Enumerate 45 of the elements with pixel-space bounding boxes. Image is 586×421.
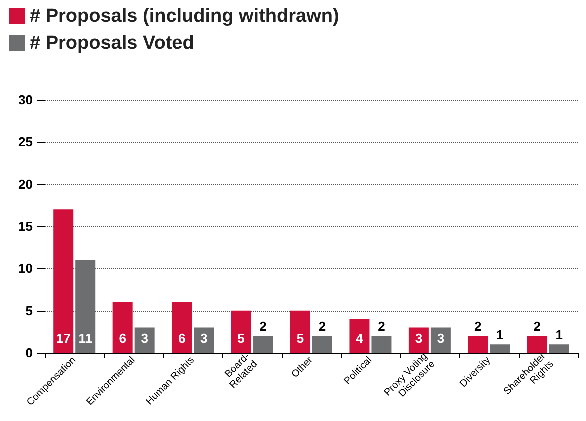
bar: [549, 344, 570, 353]
data-label: 5: [238, 331, 245, 346]
bar: [172, 302, 192, 353]
data-label: 2: [534, 319, 542, 334]
data-label: 1: [496, 328, 504, 343]
y-tick-label: 25: [18, 134, 33, 150]
bar: [490, 344, 510, 353]
y-tick-label: 30: [18, 92, 33, 108]
data-label: 17: [56, 331, 71, 346]
bar: [430, 328, 451, 353]
data-label: 2: [260, 319, 267, 334]
data-label: 6: [119, 331, 126, 346]
y-tick-label: 5: [26, 303, 33, 318]
y-tick-label: 10: [18, 261, 33, 276]
legend-label: # Proposals (including withdrawn): [30, 6, 340, 27]
bar: [134, 328, 155, 353]
data-label: 4: [356, 331, 364, 346]
bar: [408, 328, 429, 353]
bar: [194, 328, 214, 353]
data-label: 1: [556, 328, 564, 343]
bar: [54, 210, 74, 353]
bar: [290, 310, 310, 353]
data-label: 2: [378, 319, 386, 334]
bar: [76, 260, 96, 353]
bar: [231, 310, 252, 353]
bar: [372, 336, 392, 353]
data-label: 11: [78, 331, 92, 346]
data-label: 2: [318, 319, 326, 334]
bar: [468, 336, 488, 353]
legend-label: # Proposals Voted: [30, 33, 194, 54]
y-tick-label: 20: [18, 176, 33, 192]
bar: [253, 336, 274, 353]
y-tick-label: 15: [18, 219, 33, 234]
data-label: 5: [296, 331, 304, 346]
data-label: 3: [141, 331, 148, 346]
bar: [350, 319, 370, 353]
bar: [112, 302, 133, 353]
bar: [312, 336, 332, 353]
bar: [527, 336, 548, 353]
y-tick-label: 0: [26, 346, 33, 360]
data-label: 3: [200, 331, 208, 346]
data-label: 3: [437, 331, 445, 346]
data-label: 3: [415, 331, 423, 346]
data-label: 6: [178, 331, 186, 346]
data-label: 2: [474, 319, 482, 334]
